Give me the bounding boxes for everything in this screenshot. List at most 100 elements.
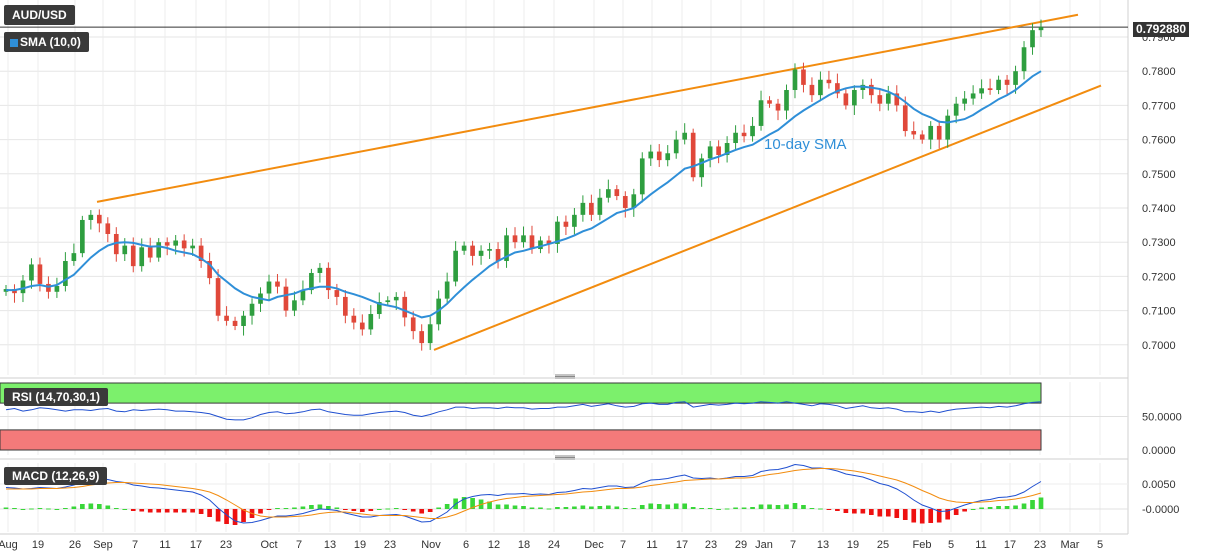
macd-histogram-bar	[928, 509, 934, 523]
candle-body	[979, 88, 984, 94]
price-axis-tick: 0.7100	[1142, 306, 1176, 318]
candle-body	[1030, 30, 1035, 48]
candle-body	[885, 93, 891, 104]
macd-histogram-bar	[750, 507, 755, 509]
macd-histogram-bar	[868, 509, 874, 515]
macd-panel	[0, 463, 1128, 525]
candle-body	[936, 125, 942, 140]
macd-histogram-bar	[215, 509, 221, 522]
candle-body	[546, 240, 552, 244]
time-axis-tick: 19	[32, 539, 44, 551]
candle-body	[393, 296, 399, 301]
rsi-panel	[0, 382, 1128, 451]
time-axis-tick: 17	[1004, 539, 1016, 551]
time-axis-tick: 26	[69, 539, 81, 551]
price-axis-tick: 0.7200	[1142, 271, 1176, 283]
macd-histogram-bar	[716, 509, 721, 510]
candle-body	[555, 221, 560, 244]
macd-histogram-bar	[936, 509, 942, 523]
candle-body	[775, 103, 781, 111]
price-axis-tick: 0.7500	[1142, 169, 1176, 181]
macd-histogram-bar	[63, 508, 68, 509]
macd-histogram-bar	[113, 508, 119, 509]
macd-histogram-bar	[385, 508, 391, 510]
macd-histogram-bar	[334, 507, 340, 509]
macd-histogram-bar	[1013, 505, 1018, 509]
macd-histogram-bar	[962, 509, 967, 512]
candle-body	[46, 283, 51, 292]
time-axis-tick: 11	[975, 539, 986, 551]
candle-body	[63, 261, 68, 286]
candle-body	[266, 281, 272, 294]
macd-histogram-bar	[631, 508, 637, 509]
macd-histogram-bar	[784, 504, 789, 509]
candle-body	[868, 84, 874, 96]
macd-histogram-bar	[699, 508, 704, 509]
time-axis-tick: Oct	[260, 539, 277, 551]
macd-histogram-bar	[572, 506, 577, 509]
sma-color-swatch	[10, 39, 18, 47]
macd-histogram-bar	[835, 509, 840, 511]
macd-histogram-bar	[860, 509, 866, 514]
macd-histogram-bar	[563, 507, 569, 509]
candle-body	[385, 300, 391, 303]
candle-body	[690, 132, 696, 178]
symbol-label: AUD/USD	[4, 5, 75, 25]
time-axis-tick: Nov	[421, 539, 441, 551]
macd-histogram-bar	[461, 497, 467, 509]
macd-histogram-bar	[622, 508, 628, 509]
candle-body	[784, 90, 789, 111]
candle-body	[572, 214, 577, 227]
macd-histogram-bar	[801, 505, 806, 509]
time-axis-tick: 11	[646, 539, 657, 551]
macd-histogram-bar	[656, 504, 662, 509]
macd-histogram-bar	[309, 505, 314, 509]
macd-histogram-bar	[538, 507, 543, 509]
rsi-axis-tick: 50.0000	[1142, 412, 1182, 424]
macd-histogram-bar	[894, 509, 900, 518]
macd-histogram-bar	[164, 509, 170, 513]
candle-body	[453, 250, 458, 282]
macd-histogram-bar	[343, 509, 348, 510]
candle-body	[96, 214, 102, 224]
macd-histogram-bar	[20, 509, 26, 510]
time-axis-tick: 5	[948, 539, 954, 551]
time-axis-tick: 29	[735, 539, 747, 551]
time-axis-tick: 13	[324, 539, 336, 551]
candle-body	[410, 317, 416, 332]
price-axis-tick: 0.7000	[1142, 340, 1176, 352]
macd-axis-tick: -0.0000	[1142, 504, 1179, 516]
macd-histogram-bar	[953, 509, 959, 515]
price-axis-tick: 0.7700	[1142, 100, 1176, 112]
candle-body	[139, 247, 145, 267]
candle-body	[826, 79, 832, 84]
candle-body	[173, 240, 179, 246]
time-axis-tick: 24	[548, 539, 560, 551]
macd-histogram-bar	[979, 507, 984, 509]
candle-body	[359, 322, 365, 330]
candle-body	[648, 151, 654, 159]
macd-histogram-bar	[665, 504, 671, 509]
macd-histogram-bar	[351, 509, 357, 511]
macd-histogram-bar	[241, 509, 246, 522]
candle-body	[29, 264, 34, 281]
sma-legend-label: SMA (10,0)	[20, 35, 81, 49]
candle-body	[156, 242, 162, 258]
rsi-legend: RSI (14,70,30,1)	[4, 388, 109, 406]
candle-body	[105, 223, 111, 234]
macd-histogram-bar	[207, 509, 212, 517]
price-axis-tick: 0.7800	[1142, 66, 1176, 78]
candle-body	[852, 90, 857, 106]
grid	[0, 0, 1129, 535]
candle-body	[275, 281, 280, 287]
macd-histogram-bar	[741, 507, 747, 509]
macd-histogram-bar	[190, 509, 195, 513]
candle-body	[334, 290, 340, 297]
candle-body	[300, 290, 306, 301]
macd-histogram-bar	[589, 506, 594, 509]
time-axis-tick: 11	[159, 539, 170, 551]
macd-histogram-bar	[673, 503, 679, 509]
macd-histogram-bar	[911, 509, 917, 523]
macd-histogram-bar	[470, 498, 475, 509]
macd-histogram-bar	[1021, 503, 1027, 509]
